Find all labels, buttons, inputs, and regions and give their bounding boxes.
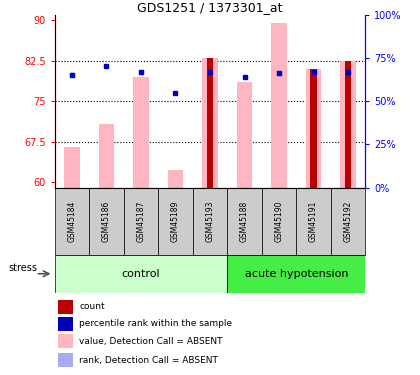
Bar — [89, 188, 123, 255]
Bar — [340, 61, 356, 188]
Bar — [55, 255, 227, 292]
Bar — [262, 188, 297, 255]
Title: GDS1251 / 1373301_at: GDS1251 / 1373301_at — [137, 1, 283, 14]
Bar — [345, 61, 351, 188]
Text: GSM45191: GSM45191 — [309, 201, 318, 242]
Text: percentile rank within the sample: percentile rank within the sample — [79, 320, 233, 328]
Bar — [133, 77, 149, 188]
Bar — [202, 58, 218, 188]
Bar — [227, 255, 365, 292]
Text: stress: stress — [8, 263, 37, 273]
Bar — [193, 188, 227, 255]
Text: rank, Detection Call = ABSENT: rank, Detection Call = ABSENT — [79, 356, 218, 365]
Bar — [64, 147, 80, 188]
Text: control: control — [122, 269, 160, 279]
Bar — [55, 188, 89, 255]
Bar — [58, 317, 73, 331]
Text: GSM45193: GSM45193 — [205, 201, 215, 242]
Text: GSM45186: GSM45186 — [102, 201, 111, 242]
Text: GSM45189: GSM45189 — [171, 201, 180, 242]
Bar — [58, 334, 73, 348]
Bar — [310, 69, 317, 188]
Text: GSM45187: GSM45187 — [136, 201, 145, 242]
Bar — [297, 188, 331, 255]
Bar — [168, 170, 183, 188]
Bar — [237, 82, 252, 188]
Bar — [207, 58, 213, 188]
Text: GSM45190: GSM45190 — [275, 201, 284, 242]
Text: GSM45192: GSM45192 — [344, 201, 353, 242]
Text: value, Detection Call = ABSENT: value, Detection Call = ABSENT — [79, 337, 223, 346]
Text: acute hypotension: acute hypotension — [244, 269, 348, 279]
Bar — [227, 188, 262, 255]
Bar — [158, 188, 193, 255]
Text: GSM45184: GSM45184 — [67, 201, 76, 242]
Bar — [331, 188, 365, 255]
Bar — [58, 353, 73, 368]
Bar — [271, 23, 287, 188]
Bar — [306, 69, 321, 188]
Text: count: count — [79, 302, 105, 311]
Bar — [58, 300, 73, 314]
Bar — [123, 188, 158, 255]
Bar — [99, 124, 114, 188]
Text: GSM45188: GSM45188 — [240, 201, 249, 242]
